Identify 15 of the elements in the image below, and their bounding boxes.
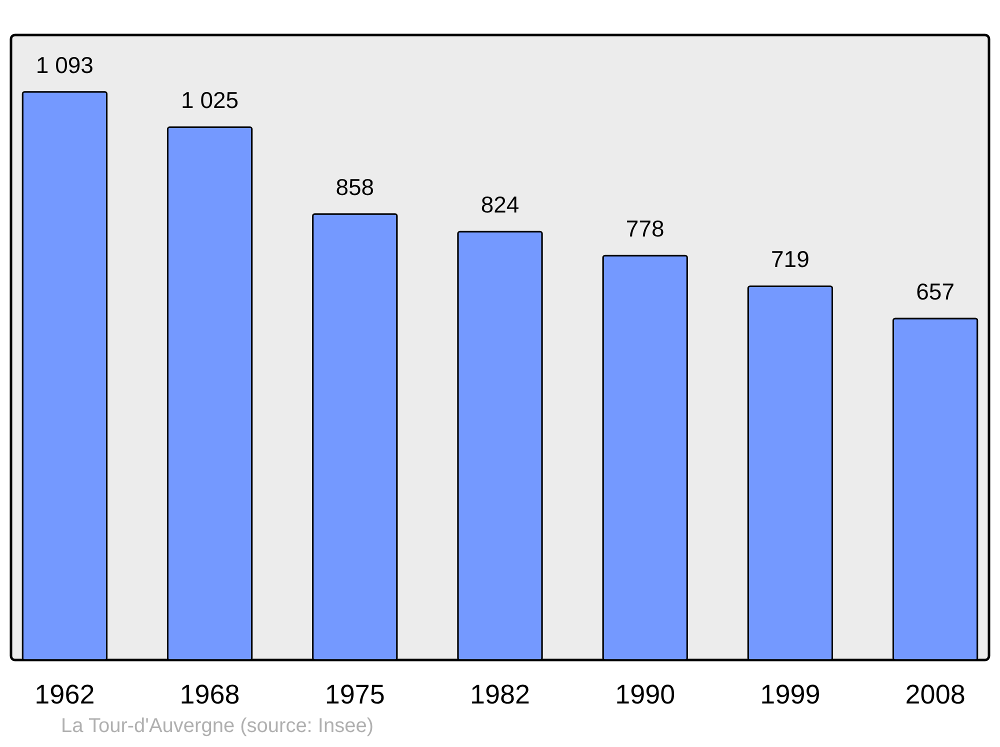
x-tick-label: 1962 <box>34 680 95 710</box>
x-tick-label: 1982 <box>470 680 530 710</box>
x-tick-label: 1968 <box>180 680 240 710</box>
data-label: 1 025 <box>181 87 239 114</box>
x-tick-label: 1990 <box>615 680 676 710</box>
text: La Tour-d'Auvergne (source: Insee) <box>61 715 374 737</box>
data-label: 657 <box>916 278 954 304</box>
x-tick-label: 2008 <box>905 680 966 710</box>
data-label: 858 <box>336 174 374 200</box>
x-tick-label: 1999 <box>760 680 820 710</box>
x-tick-label: 1975 <box>324 680 385 710</box>
data-label: 824 <box>480 192 520 218</box>
data-label: 1 093 <box>36 52 94 78</box>
data-label: 778 <box>626 216 664 242</box>
data-label: 719 <box>771 246 810 272</box>
